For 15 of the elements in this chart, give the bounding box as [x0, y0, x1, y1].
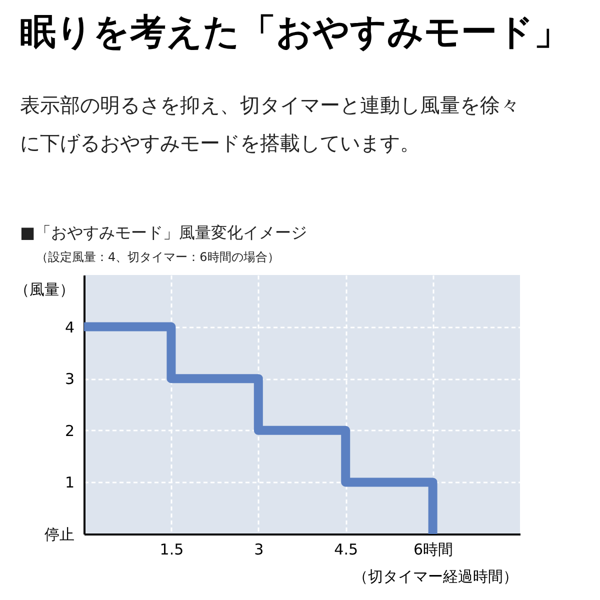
y-axis-title: （風量） — [14, 280, 74, 298]
y-tick-label: 3 — [64, 370, 74, 388]
y-tick-label: 停止 — [44, 526, 74, 544]
text: ■「おやすみモード」風量変化イメージ — [20, 223, 308, 242]
x-tick-label: 4.5 — [334, 540, 358, 558]
x-tick-label: 6時間 — [414, 540, 454, 558]
text: （設定風量：4、切タイマー：6時間の場合） — [36, 250, 280, 264]
y-tick-label: 4 — [64, 318, 74, 336]
y-tick-label: 1 — [64, 474, 74, 492]
chart-subtitle: 表示部の明るさを抑え、切タイマーと連動し風量を徐々に下げるおやすみモードを搭載しています。 — [20, 93, 520, 155]
chart-title: 眠りを考えた「おやすみモード」 — [20, 12, 570, 53]
y-tick-label: 2 — [64, 422, 74, 440]
x-axis-title: （切タイマー経過時間） — [353, 568, 518, 586]
x-tick-label: 3 — [254, 540, 264, 558]
x-tick-label: 1.5 — [160, 540, 184, 558]
